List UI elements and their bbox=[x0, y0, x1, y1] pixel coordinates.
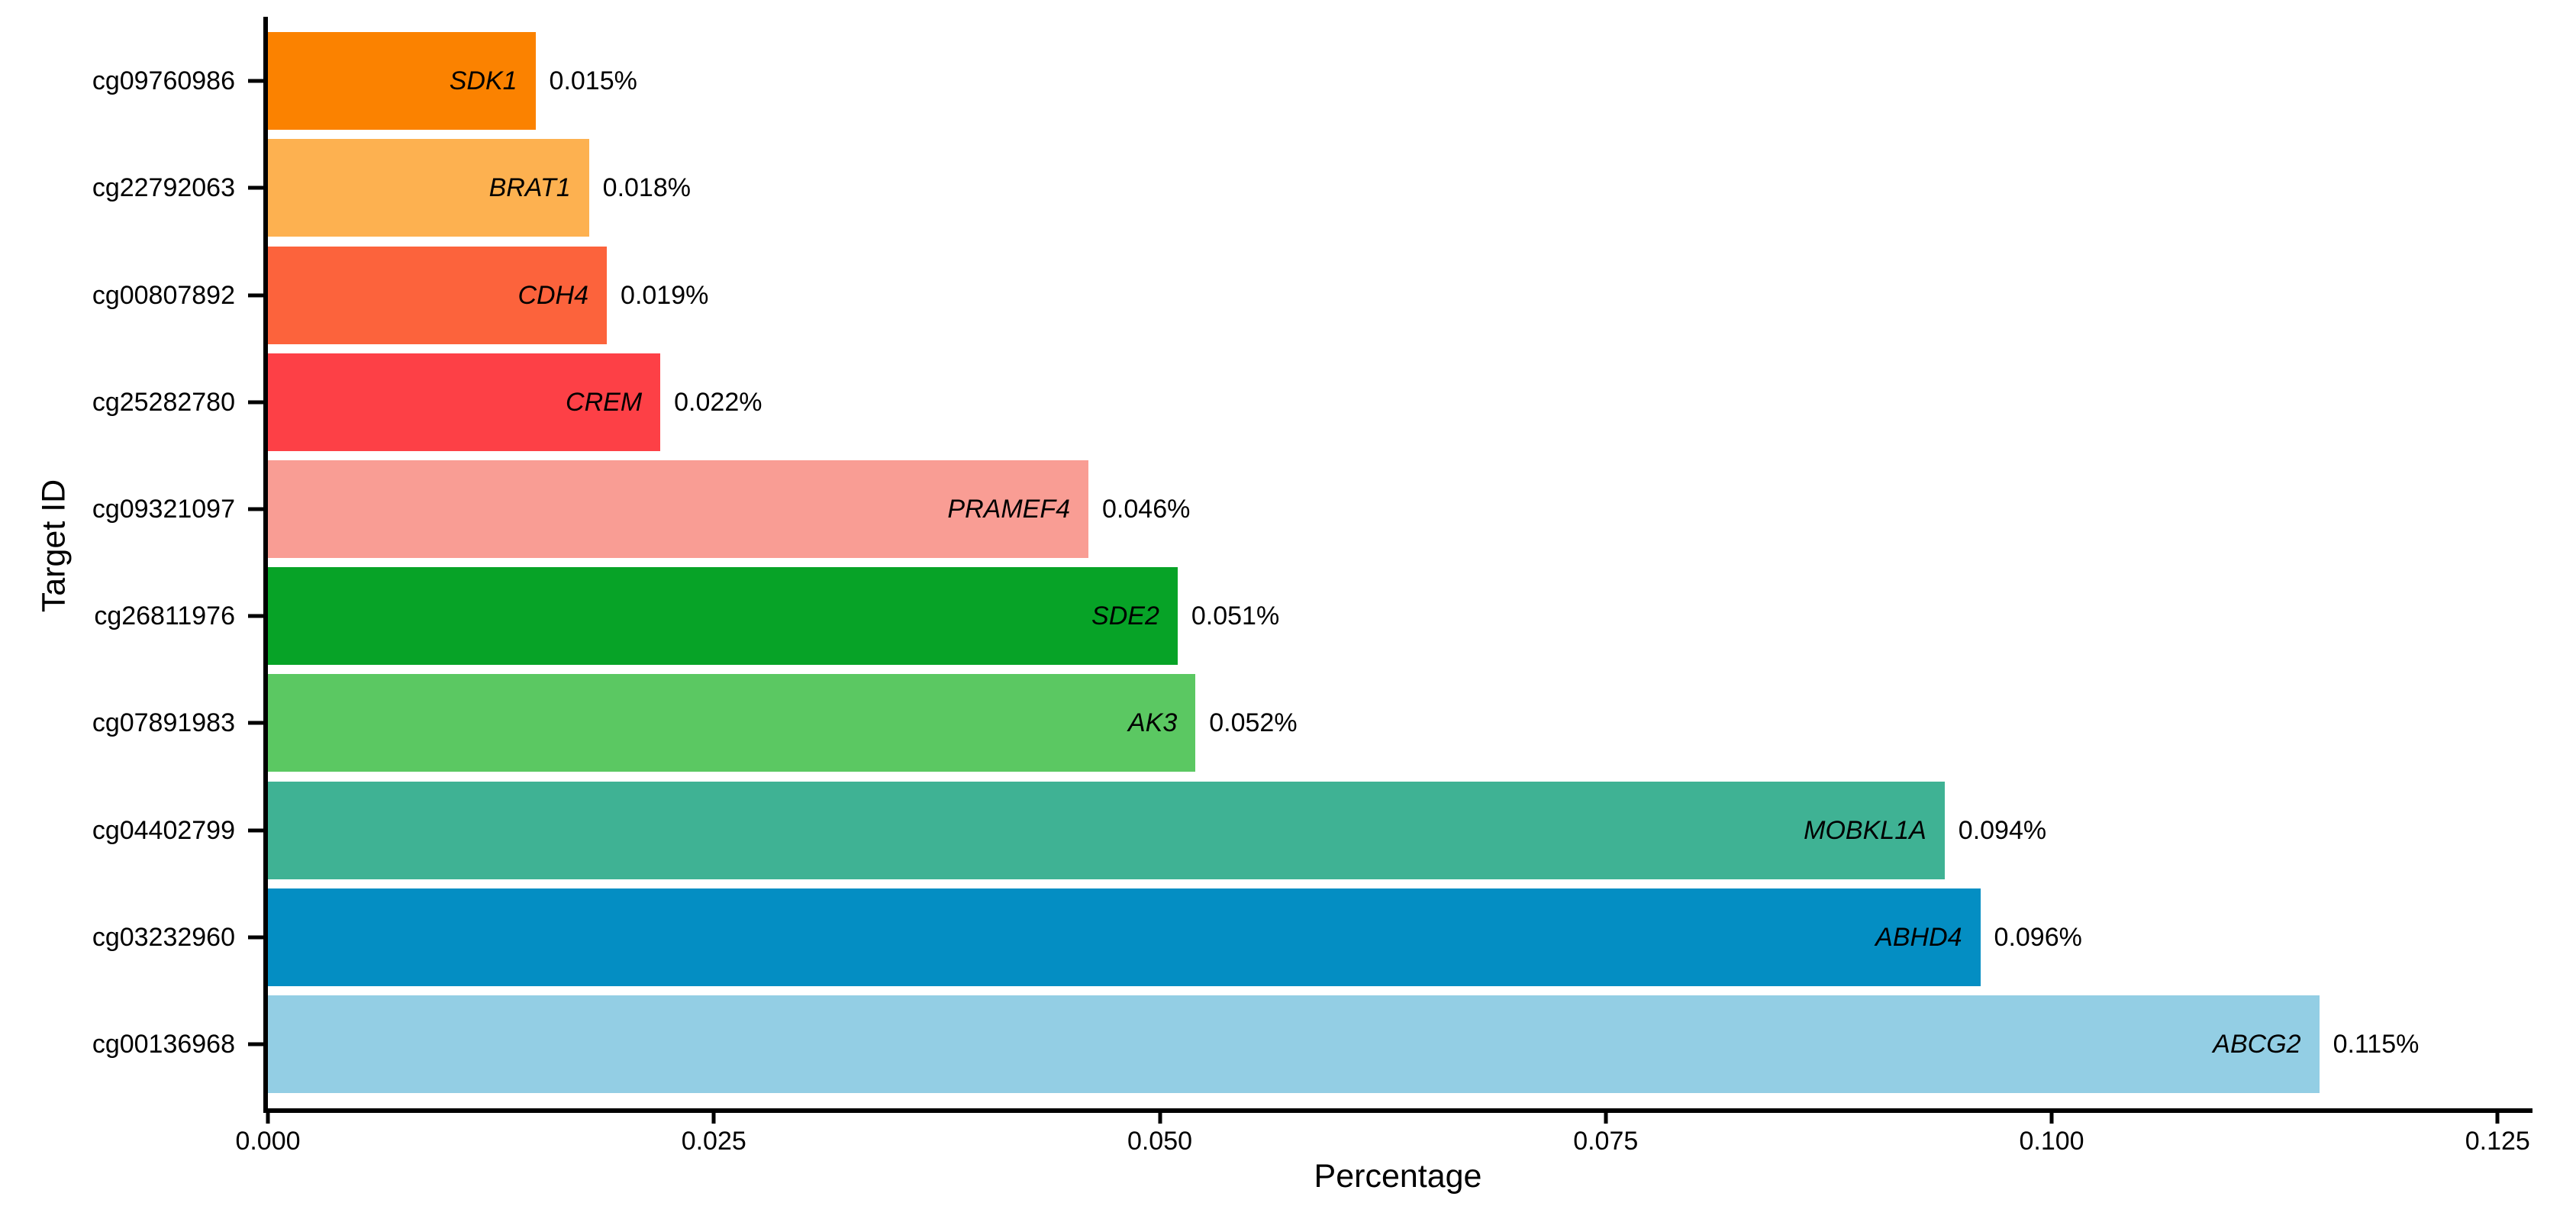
y-tick-label: cg25282780 bbox=[92, 387, 235, 417]
y-tick-mark bbox=[248, 935, 268, 940]
y-tick-mark bbox=[248, 293, 268, 297]
x-tick-label: 0.100 bbox=[2019, 1127, 2084, 1156]
value-label: 0.115% bbox=[2333, 1029, 2420, 1059]
bar: PRAMEF4 bbox=[268, 460, 1089, 558]
gene-label: ABHD4 bbox=[1875, 922, 1962, 952]
gene-label: SDK1 bbox=[449, 66, 517, 96]
plot-area: cg09760986 SDK1 0.015% cg22792063 BRAT1 0.018… bbox=[92, 17, 2528, 1108]
x-tick-label: 0.025 bbox=[681, 1127, 746, 1156]
value-label: 0.015% bbox=[549, 66, 637, 96]
bar: SDK1 bbox=[268, 32, 536, 131]
bar-row: cg00807892 CDH4 0.019% bbox=[92, 241, 2528, 348]
y-tick-label: cg09760986 bbox=[92, 66, 235, 96]
bar: BRAT1 bbox=[268, 139, 589, 237]
y-tick-label: cg22792063 bbox=[92, 173, 235, 203]
gene-label: PRAMEF4 bbox=[947, 494, 1071, 524]
gene-label: SDE2 bbox=[1091, 601, 1159, 631]
bar: ABCG2 bbox=[268, 995, 2320, 1093]
y-tick-mark bbox=[248, 721, 268, 725]
value-label: 0.051% bbox=[1191, 601, 1280, 631]
x-axis-title: Percentage bbox=[1314, 1158, 1482, 1195]
value-label: 0.046% bbox=[1102, 494, 1191, 524]
y-tick-mark bbox=[248, 828, 268, 833]
x-axis-line bbox=[263, 1108, 2532, 1113]
y-tick-label: cg07891983 bbox=[92, 708, 235, 738]
x-tick-mark bbox=[266, 1113, 270, 1124]
gene-label: AK3 bbox=[1127, 708, 1178, 738]
x-tick-label: 0.125 bbox=[2465, 1127, 2530, 1156]
bar: SDE2 bbox=[268, 567, 1178, 666]
x-tick-mark bbox=[2495, 1113, 2500, 1124]
x-tick-label: 0.075 bbox=[1573, 1127, 1639, 1156]
bar-row: cg09760986 SDK1 0.015% bbox=[92, 27, 2528, 134]
bar-row: cg09321097 PRAMEF4 0.046% bbox=[92, 456, 2528, 563]
gene-label: MOBKL1A bbox=[1804, 815, 1926, 845]
y-tick-label: cg09321097 bbox=[92, 494, 235, 524]
y-axis-title: Target ID bbox=[35, 479, 73, 613]
x-tick-mark bbox=[711, 1113, 716, 1124]
value-label: 0.052% bbox=[1209, 708, 1298, 738]
bar-row: cg04402799 MOBKL1A 0.094% bbox=[92, 776, 2528, 883]
bar-row: cg25282780 CREM 0.022% bbox=[92, 349, 2528, 456]
y-tick-mark bbox=[248, 614, 268, 618]
y-tick-label: cg03232960 bbox=[92, 922, 235, 952]
gene-label: ABCG2 bbox=[2213, 1029, 2301, 1059]
x-tick-mark bbox=[1158, 1113, 1162, 1124]
y-tick-label: cg00136968 bbox=[92, 1029, 235, 1059]
y-tick-label: cg26811976 bbox=[94, 601, 235, 631]
bar: CDH4 bbox=[268, 246, 608, 344]
gene-label: BRAT1 bbox=[488, 173, 571, 203]
y-axis-line bbox=[263, 17, 268, 1113]
value-label: 0.018% bbox=[602, 173, 691, 203]
value-label: 0.022% bbox=[674, 387, 762, 417]
value-label: 0.096% bbox=[1994, 922, 2082, 952]
y-tick-label: cg04402799 bbox=[92, 815, 235, 845]
bar: MOBKL1A bbox=[268, 781, 1945, 879]
y-tick-mark bbox=[248, 1042, 268, 1046]
gene-label: CDH4 bbox=[517, 280, 589, 310]
y-tick-label: cg00807892 bbox=[92, 280, 235, 310]
bar: AK3 bbox=[268, 674, 1196, 772]
bar: ABHD4 bbox=[268, 888, 1981, 986]
x-tick-label: 0.050 bbox=[1127, 1127, 1193, 1156]
x-axis-ticks: 0.000 0.025 0.050 0.075 0.100 0.125 bbox=[235, 1113, 2530, 1166]
gene-label: CREM bbox=[566, 387, 643, 417]
x-tick-mark bbox=[2049, 1113, 2054, 1124]
value-label: 0.094% bbox=[1958, 815, 2047, 845]
x-tick-label: 0.000 bbox=[235, 1127, 301, 1156]
bar-row: cg03232960 ABHD4 0.096% bbox=[92, 884, 2528, 991]
bar: CREM bbox=[268, 353, 661, 451]
y-tick-mark bbox=[248, 507, 268, 511]
y-tick-mark bbox=[248, 185, 268, 190]
bar-row: cg00136968 ABCG2 0.115% bbox=[92, 991, 2528, 1098]
y-tick-mark bbox=[248, 79, 268, 83]
x-tick-mark bbox=[1604, 1113, 1608, 1124]
y-tick-mark bbox=[248, 400, 268, 405]
bar-row: cg26811976 SDE2 0.051% bbox=[94, 563, 2528, 669]
bar-row: cg22792063 BRAT1 0.018% bbox=[92, 134, 2528, 241]
bar-row: cg07891983 AK3 0.052% bbox=[92, 669, 2528, 776]
value-label: 0.019% bbox=[621, 280, 709, 310]
